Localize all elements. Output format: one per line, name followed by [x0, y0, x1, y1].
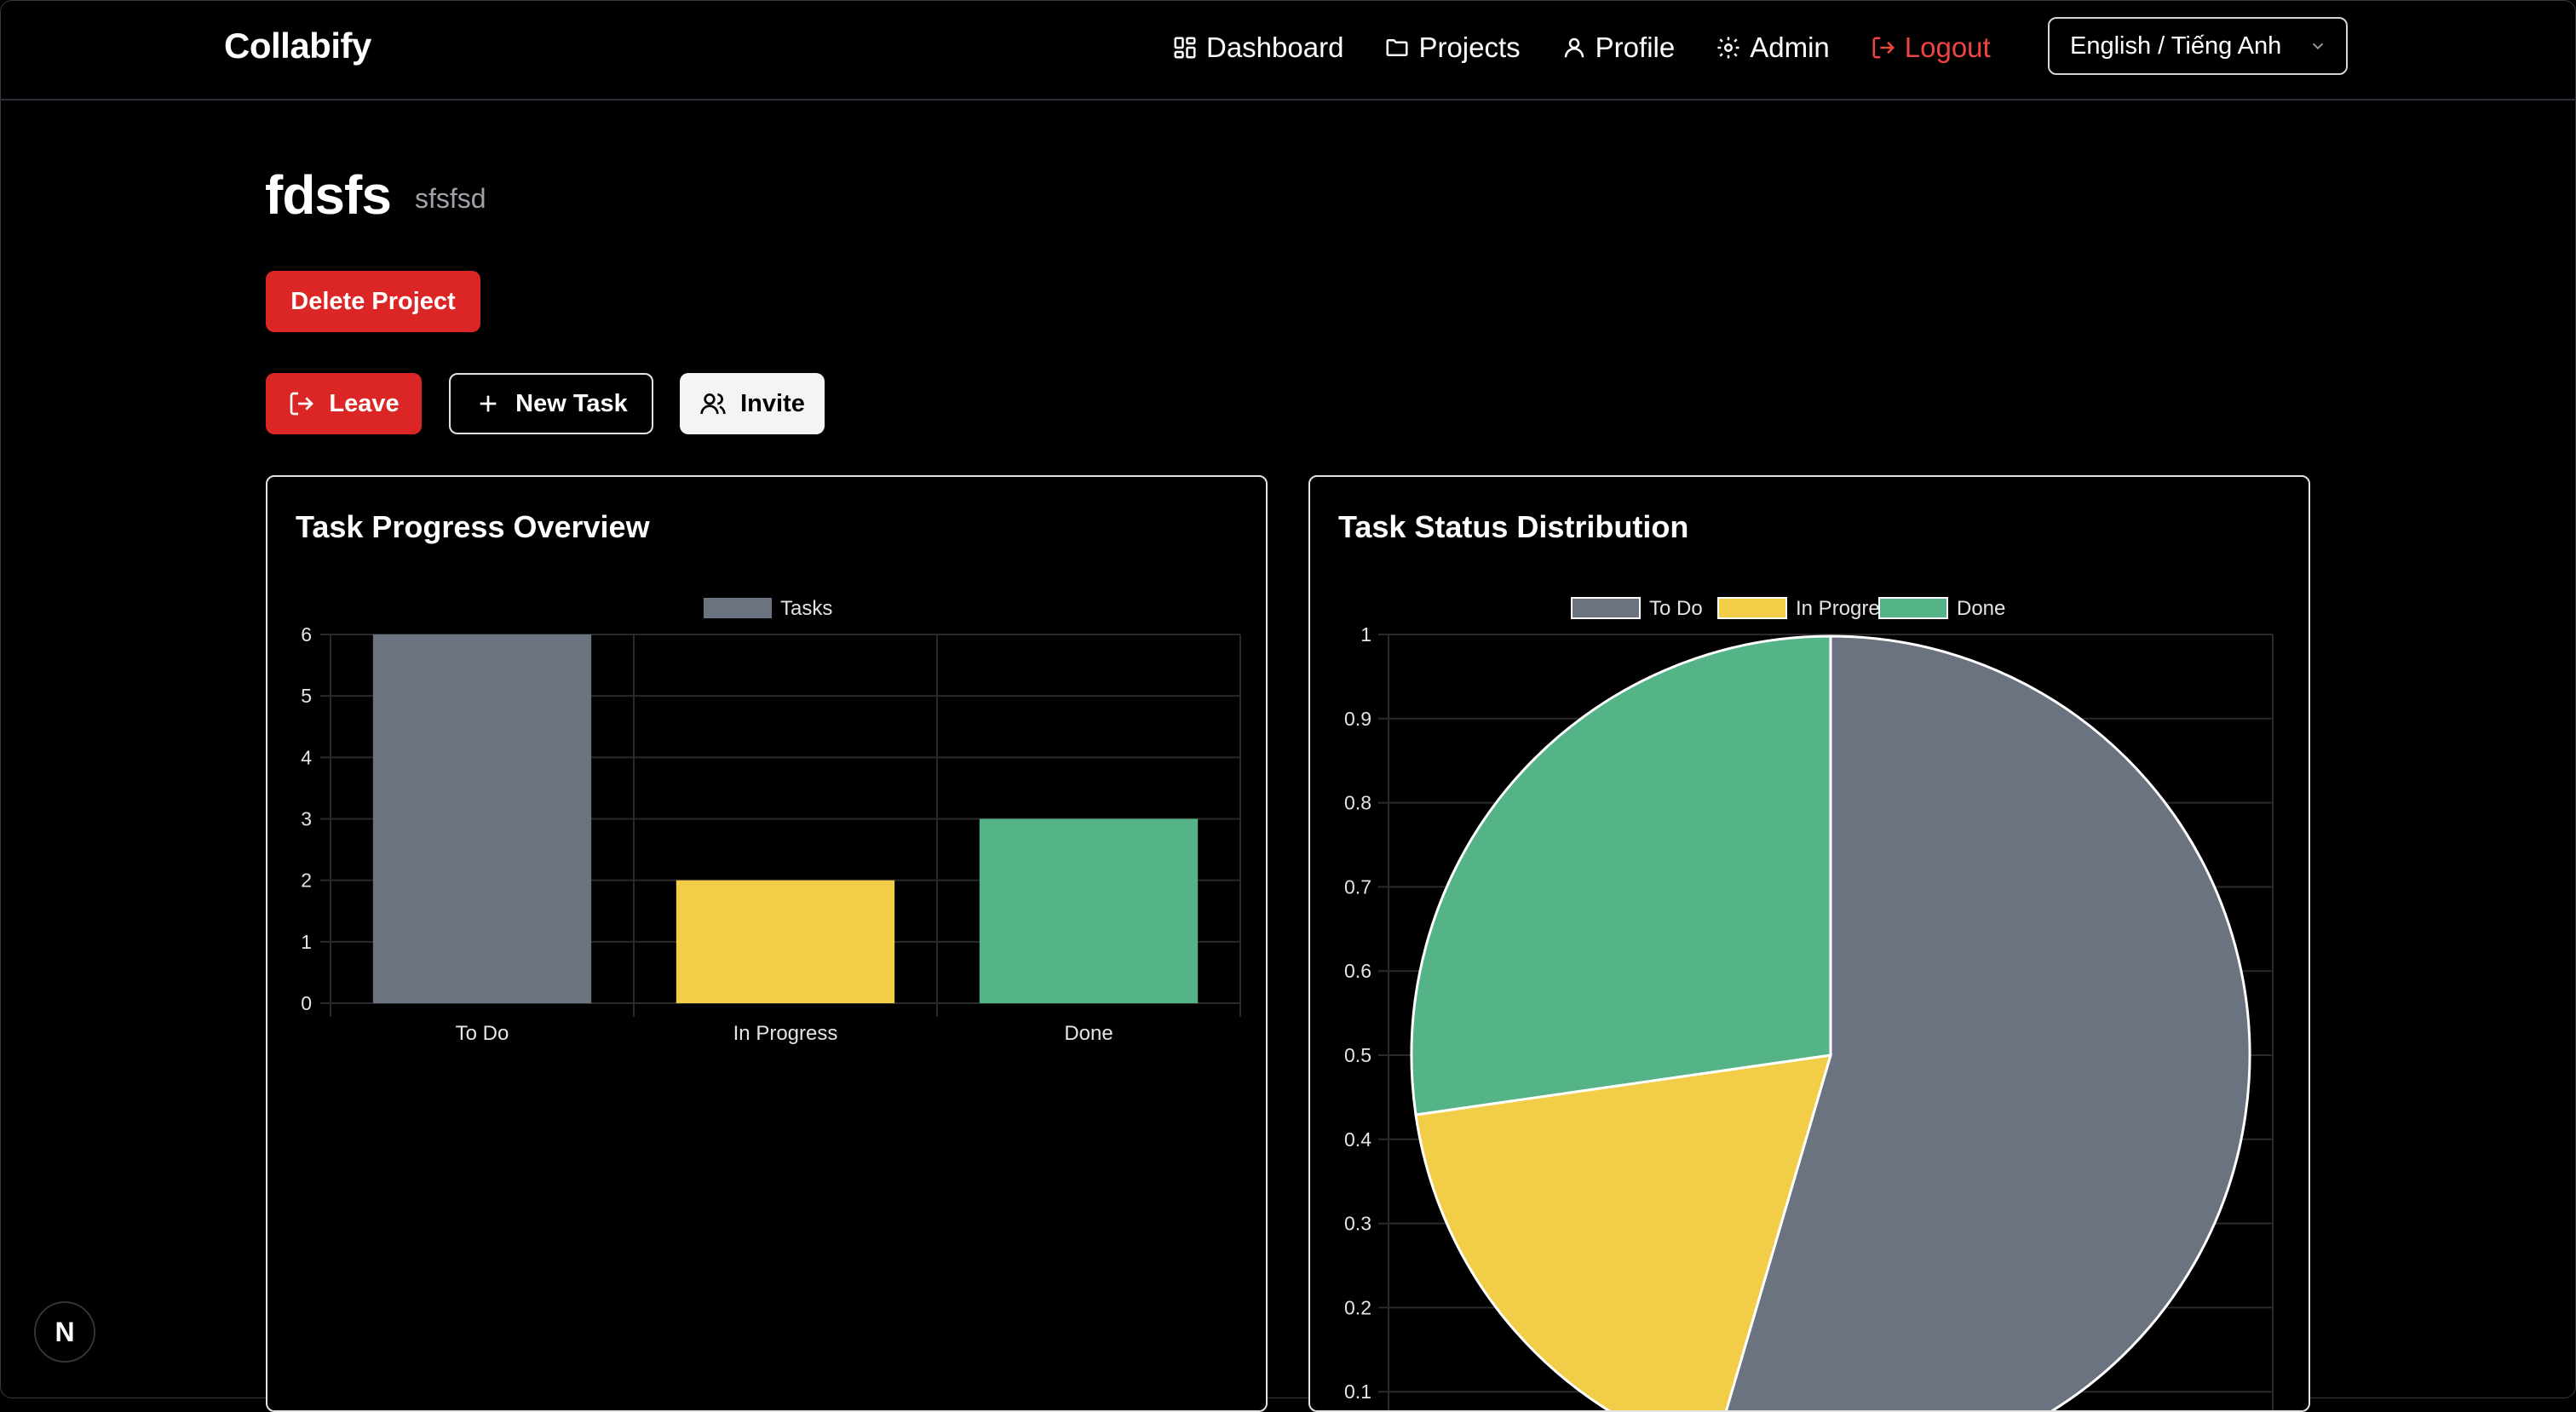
- bar-y-tick-label: 5: [301, 685, 312, 707]
- nav-logout[interactable]: Logout: [1871, 32, 1991, 64]
- bar-legend-swatch: [704, 598, 772, 618]
- pie-legend-label: To Do: [1649, 597, 1703, 620]
- pie-y-tick-label: 0.5: [1344, 1044, 1371, 1066]
- task-progress-card: Task Progress Overview Tasks 0 1 2 3 4 5 6 To Do…: [266, 475, 1268, 1412]
- invite-button[interactable]: Invite: [680, 373, 825, 434]
- task-progress-chart: Tasks 0 1 2 3 4 5 6 To Do In Progress Done: [301, 597, 1241, 1045]
- bar-in-progress: [676, 880, 895, 1003]
- pie-y-tick-label: 0.9: [1344, 708, 1371, 730]
- pie-y-tick-label: 0.4: [1344, 1128, 1371, 1151]
- pie-y-tick-label: 0.8: [1344, 792, 1371, 814]
- folder-icon: [1386, 39, 1408, 56]
- next-dev-badge-letter: N: [55, 1316, 75, 1347]
- bar-y-tick-label: 0: [301, 992, 312, 1014]
- task-status-chart: To Do In Progress Done0.10.20.30.40.50.60.…: [1344, 597, 2274, 1410]
- project-title: fdsfs: [265, 164, 392, 226]
- pie-legend-swatch: [1878, 597, 1948, 619]
- users-icon: [700, 393, 726, 415]
- bar-x-tick-label: To Do: [456, 1022, 509, 1045]
- leave-label: Leave: [329, 389, 400, 417]
- pie-y-tick-label: 0.3: [1344, 1213, 1371, 1235]
- brand-logo[interactable]: Collabify: [224, 26, 371, 66]
- pie-y-tick-label: 0.2: [1344, 1296, 1371, 1318]
- language-select-value: English / Tiếng Anh: [2070, 32, 2282, 60]
- task-status-title: Task Status Distribution: [1338, 509, 1689, 544]
- pie-slice-done: [1410, 634, 1832, 1116]
- nav-admin[interactable]: Admin: [1716, 32, 1830, 64]
- nav-projects[interactable]: Projects: [1384, 32, 1521, 64]
- language-select[interactable]: English / Tiếng Anh: [2048, 17, 2348, 75]
- pie-y-tick-label: 0.1: [1344, 1380, 1371, 1403]
- nav-dashboard[interactable]: Dashboard: [1172, 32, 1343, 64]
- bar-x-tick-label: Done: [1064, 1022, 1113, 1045]
- bar-y-tick-label: 1: [301, 931, 312, 953]
- bar-done: [979, 818, 1199, 1003]
- nav-profile[interactable]: Profile: [1561, 32, 1676, 64]
- project-description: sfsfsd: [415, 183, 486, 214]
- bar-y-tick-label: 4: [301, 746, 312, 768]
- nav-admin-label: Admin: [1750, 32, 1830, 63]
- bar-y-tick-label: 6: [301, 623, 312, 646]
- pie-legend-swatch: [1717, 597, 1787, 619]
- gear-icon: [1717, 37, 1739, 59]
- nav-profile-label: Profile: [1595, 32, 1676, 63]
- leave-button[interactable]: Leave: [266, 373, 422, 434]
- task-progress-title: Task Progress Overview: [296, 509, 650, 544]
- delete-project-label: Delete Project: [290, 287, 456, 315]
- bar-y-tick-label: 2: [301, 870, 312, 892]
- nav-projects-label: Projects: [1418, 32, 1521, 63]
- pie-y-tick-label: 0.7: [1344, 875, 1371, 898]
- bar-legend-label: Tasks: [780, 597, 832, 620]
- user-icon: [1564, 37, 1584, 58]
- pie-y-tick-label: 0.6: [1344, 960, 1371, 982]
- nav-links: Dashboard Projects Profile Admin Logout: [1172, 26, 1991, 70]
- logout-icon: [1872, 37, 1895, 59]
- top-nav: Collabify Dashboard Projects Profile Adm…: [0, 0, 2576, 100]
- task-status-card: Task Status Distribution To Do In Progres…: [1308, 475, 2310, 1412]
- nav-logout-label: Logout: [1904, 32, 1991, 63]
- bar-legend: Tasks: [704, 597, 832, 620]
- plus-icon: [480, 395, 497, 412]
- bar-to-do: [372, 634, 592, 1003]
- nav-dashboard-label: Dashboard: [1206, 32, 1344, 63]
- pie-legend-label: Done: [1957, 597, 2005, 620]
- dashboard-icon: [1174, 37, 1196, 59]
- pie-legend-swatch: [1571, 597, 1641, 619]
- chevron-down-icon: [2312, 43, 2324, 50]
- new-task-label: New Task: [515, 389, 628, 417]
- next-dev-badge[interactable]: N: [34, 1301, 95, 1363]
- bar-x-tick-label: In Progress: [733, 1022, 838, 1045]
- pie-y-tick-label: 1: [1360, 623, 1371, 646]
- logout-icon: [290, 392, 314, 416]
- bar-y-tick-label: 3: [301, 808, 312, 830]
- pie-slice-to-do: [1724, 634, 2251, 1410]
- delete-project-button[interactable]: Delete Project: [266, 271, 480, 332]
- pie-slice-in-progress: [1414, 1053, 1833, 1410]
- new-task-button[interactable]: New Task: [449, 373, 653, 434]
- invite-label: Invite: [740, 389, 805, 417]
